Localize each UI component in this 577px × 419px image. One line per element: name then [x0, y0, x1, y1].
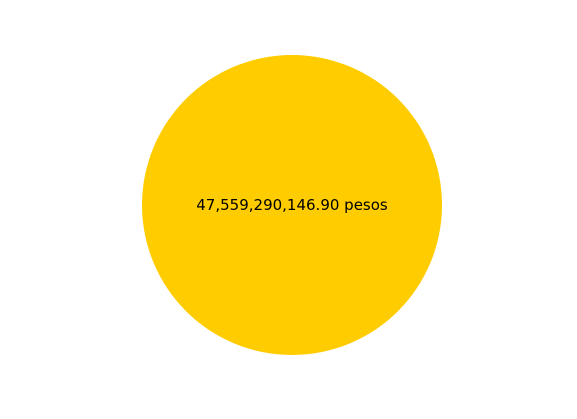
pie-slice-label: 47,559,290,146.90 pesos [196, 196, 388, 214]
pie-slice [142, 55, 442, 355]
pie-labels: 47,559,290,146.90 pesos [196, 196, 388, 214]
pie-slices [142, 55, 442, 355]
